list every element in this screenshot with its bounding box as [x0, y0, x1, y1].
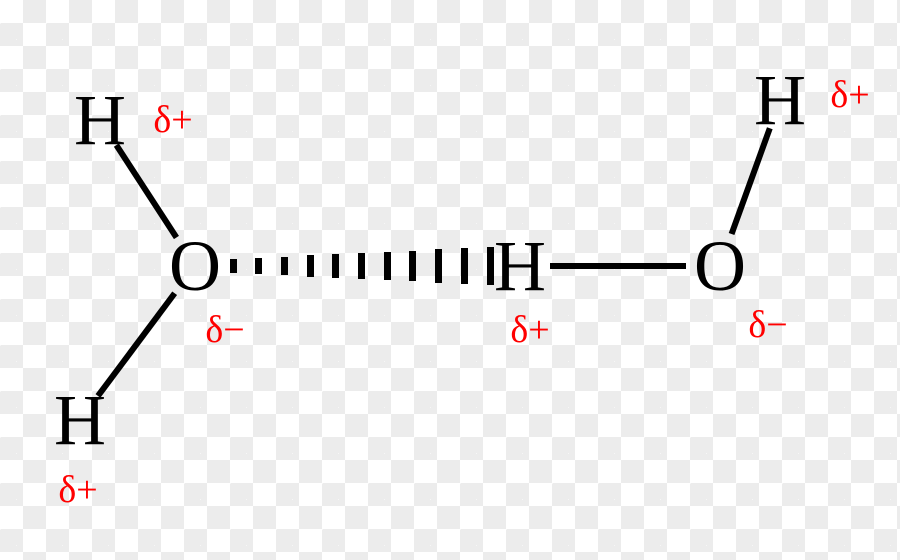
partial-charge-label: δ+ — [58, 471, 97, 509]
atom-label-h: H — [754, 64, 806, 136]
hydrogen-bond-hash — [307, 255, 314, 276]
atom-label-h: H — [54, 384, 106, 456]
hydrogen-bond-hash — [461, 248, 468, 284]
partial-charge-label: δ+ — [153, 101, 192, 139]
covalent-bond — [98, 293, 175, 396]
hydrogen-bond-hash — [358, 253, 365, 279]
partial-charge-label: δ+ — [510, 311, 549, 349]
hydrogen-bond-hash — [487, 247, 494, 285]
partial-charge-label: δ− — [205, 311, 244, 349]
partial-charge-label: δ+ — [830, 76, 869, 114]
hydrogen-bond-hash — [230, 259, 237, 273]
hydrogen-bond-hash — [332, 254, 339, 278]
hydrogen-bond-hash — [281, 257, 288, 276]
diagram-canvas: O H H H O H δ+ δ+ δ− δ+ δ− δ+ — [0, 0, 900, 560]
atom-label-o: O — [694, 230, 746, 302]
hydrogen-bond-hash — [255, 258, 262, 274]
atom-label-h: H — [74, 84, 126, 156]
hydrogen-bond-hash — [384, 252, 391, 280]
covalent-bond — [732, 128, 770, 234]
atom-label-o: O — [169, 230, 221, 302]
partial-charge-label: δ− — [748, 306, 787, 344]
hydrogen-bond-hash — [409, 251, 416, 282]
atom-label-h: H — [494, 230, 546, 302]
hydrogen-bond-hash — [435, 249, 442, 282]
